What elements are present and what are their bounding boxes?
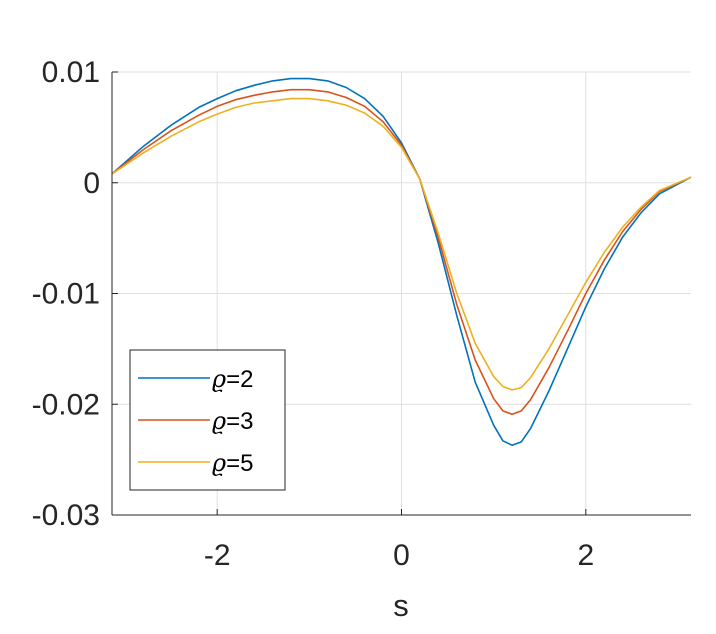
x-axis-label: s (393, 588, 409, 623)
series-line-3 (111, 97, 692, 391)
y-tick-label: -0.01 (32, 278, 100, 311)
legend-label-2: ϱ=3 (212, 407, 253, 435)
series-line-1 (111, 77, 692, 447)
y-tick-label: -0.03 (32, 499, 100, 532)
series-lines (111, 77, 692, 447)
y-tick-label: -0.02 (32, 388, 100, 421)
x-tick-label: 2 (577, 539, 594, 572)
x-tick-label: -2 (204, 539, 231, 572)
tick-labels: -0.03 -0.02 -0.01 0 0.01 -2 0 2 (32, 56, 595, 572)
x-tick-label: 0 (393, 539, 410, 572)
legend: ϱ=2 ϱ=3 ϱ=5 (129, 349, 286, 491)
legend-label-1: ϱ=2 (212, 365, 253, 393)
legend-label-3: ϱ=5 (212, 449, 253, 477)
y-tick-label: 0.01 (42, 56, 100, 89)
y-tick-label: 0 (83, 167, 100, 200)
axes (111, 71, 691, 516)
